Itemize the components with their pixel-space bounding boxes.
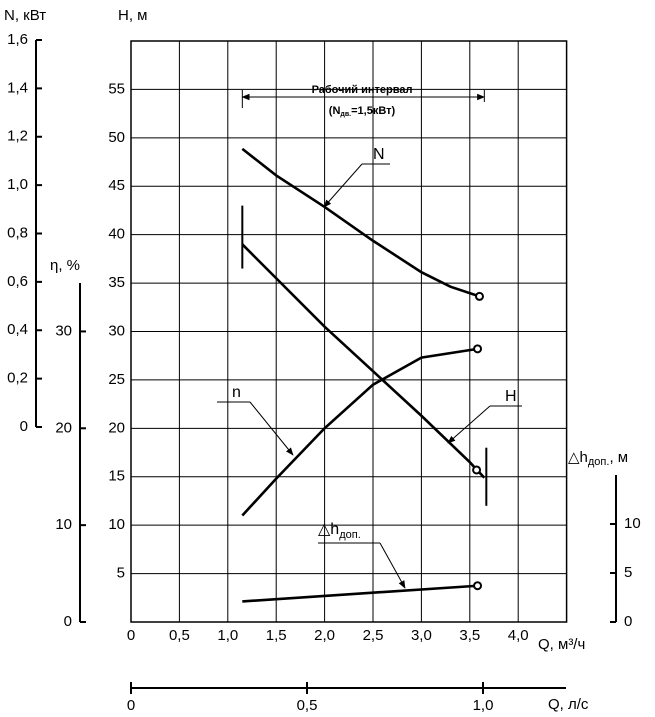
tick-label: 10: [55, 516, 72, 533]
y-tick-label: 55: [108, 80, 125, 97]
y-tick-label: 50: [108, 129, 125, 146]
x-tick-label: 1,5: [266, 627, 287, 644]
x-tick-label: 3,0: [411, 627, 432, 644]
series-name: n: [232, 384, 241, 401]
series-label: N: [373, 146, 385, 163]
tick-label: 1,0: [473, 697, 494, 714]
y-tick-label: 15: [108, 468, 125, 485]
curve: [241, 243, 486, 479]
x-tick-label: 2,5: [363, 627, 384, 644]
tick-label: 1,2: [7, 128, 28, 145]
eta-axis-title: η, %: [50, 257, 80, 274]
y-tick-label: 5: [117, 565, 125, 582]
y-tick-label: 40: [108, 226, 125, 243]
tick-label: 5: [624, 564, 632, 581]
tick-label: 0: [20, 418, 28, 435]
n-axis-title: N, кВт: [4, 7, 46, 24]
tick-label: 0: [64, 613, 72, 630]
tick-label: 10: [624, 515, 641, 532]
x-tick-label: 2,0: [314, 627, 335, 644]
y-tick-label: 30: [108, 322, 125, 339]
end-marker: [472, 465, 482, 475]
series-name: H: [505, 388, 517, 405]
y-tick-label: 35: [108, 274, 125, 291]
curve: [242, 584, 478, 603]
curve: [241, 347, 478, 517]
series-name: △h: [318, 521, 339, 538]
tick-label: 0,8: [7, 224, 28, 241]
tick-label: 0,4: [7, 321, 28, 338]
x-tick-label: 4,0: [508, 627, 529, 644]
x-tick-label: 0: [127, 627, 135, 644]
dh-title-unit: , м: [609, 449, 628, 466]
dh-title-sub: доп.: [588, 456, 610, 468]
tick-label: 0: [624, 613, 632, 630]
tick-label: 0,5: [297, 697, 318, 714]
curve: [241, 147, 480, 298]
y-tick-label: 10: [108, 516, 125, 533]
end-marker: [473, 344, 483, 354]
tick-label: 0,6: [7, 273, 28, 290]
tick-label: 0: [127, 697, 135, 714]
series-name: N: [373, 146, 385, 163]
y-tick-label: 20: [108, 419, 125, 436]
interval-note: (Nдв.=1,5кВт): [329, 105, 396, 118]
end-marker: [474, 291, 484, 301]
tick-label: 1,6: [7, 31, 28, 48]
tick-label: 1,0: [7, 176, 28, 193]
y-tick-label: 25: [108, 371, 125, 388]
dh-title-main: △h: [568, 449, 588, 466]
note-sub: дв.: [340, 111, 351, 118]
h-axis-title: H, м: [118, 7, 147, 24]
tick-label: 0,2: [7, 370, 28, 387]
tick-label: 30: [55, 322, 72, 339]
series-label: △hдоп.: [318, 521, 361, 541]
dh-axis-title: △hдоп., м: [568, 449, 628, 468]
y-tick-label: 45: [108, 177, 125, 194]
series-label: n: [232, 384, 241, 401]
series-name-sub: доп.: [339, 529, 361, 541]
x-tick-label: 0,5: [169, 627, 190, 644]
tick-label: 1,4: [7, 79, 28, 96]
x-axis-title: Q, м³/ч: [538, 636, 585, 653]
x-tick-label: 1,0: [217, 627, 238, 644]
qls-axis-title: Q, л/с: [548, 696, 589, 713]
series-label: H: [505, 388, 517, 405]
tick-label: 20: [55, 419, 72, 436]
leaders: [217, 163, 522, 589]
note-pre: (N: [329, 105, 341, 117]
end-marker: [473, 581, 483, 591]
x-tick-label: 3,5: [459, 627, 480, 644]
